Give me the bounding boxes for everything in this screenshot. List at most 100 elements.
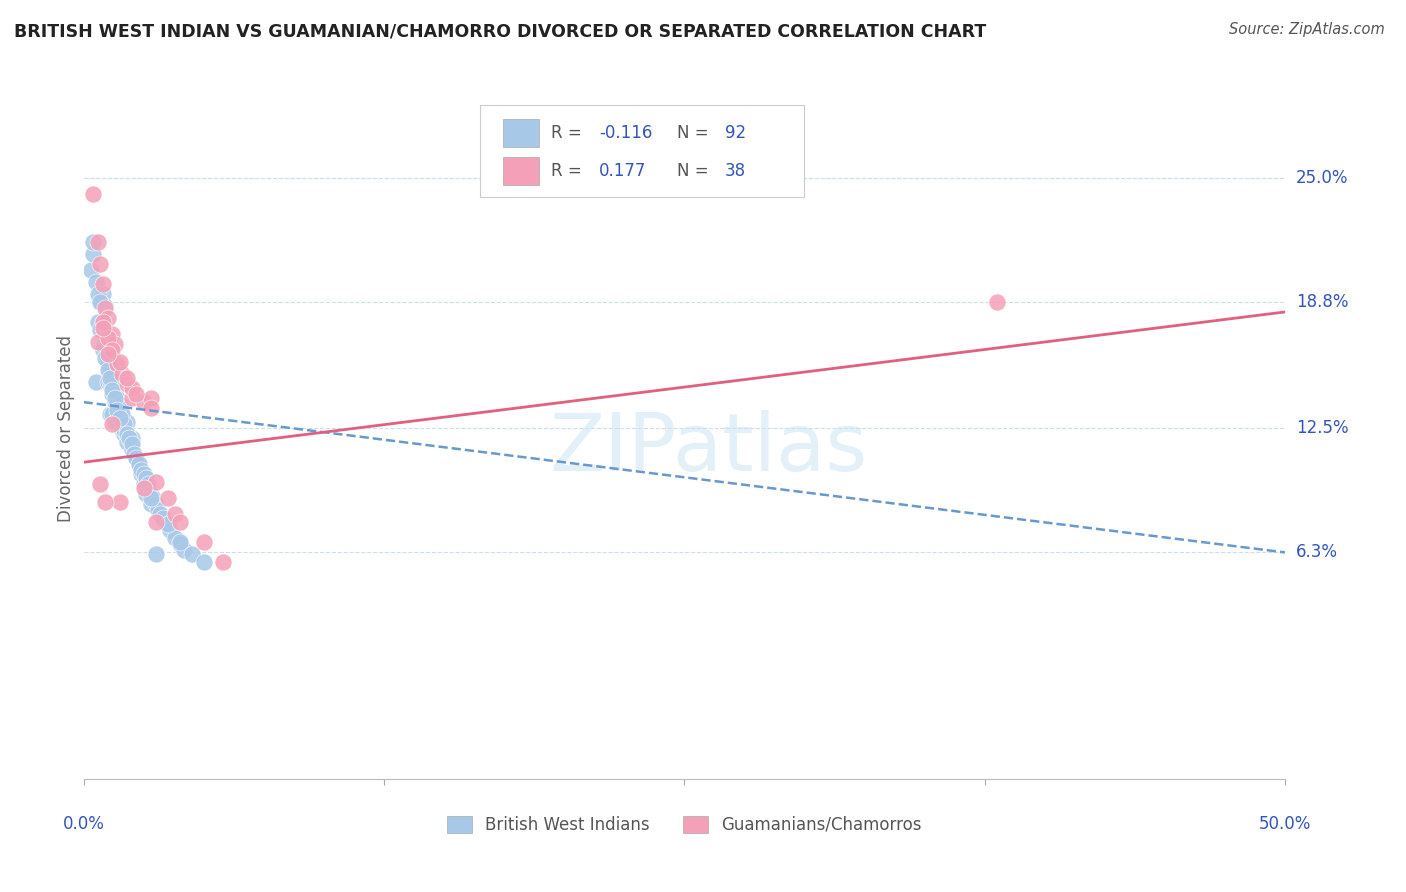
Point (94, 299, 117, 313)
Point (89, 294, 111, 309)
Point (94, 326, 117, 341)
Point (104, 391, 127, 405)
Point (105, 391, 128, 405)
Point (89, 294, 111, 309)
Text: 92: 92 (725, 124, 747, 142)
Point (145, 548, 167, 562)
Point (159, 524, 181, 538)
Point (101, 377, 124, 392)
Point (89, 257, 111, 271)
Point (115, 377, 138, 392)
Point (115, 427, 138, 442)
Point (129, 463, 152, 477)
Point (96, 355, 118, 369)
Text: Source: ZipAtlas.com: Source: ZipAtlas.com (1229, 22, 1385, 37)
Point (82, 186, 104, 201)
Point (111, 411, 134, 425)
Text: R =: R = (551, 124, 586, 142)
FancyBboxPatch shape (479, 105, 804, 197)
Point (96, 363, 118, 377)
Point (104, 337, 127, 351)
Point (98, 375, 121, 389)
Point (112, 417, 135, 432)
Point (91, 286, 114, 301)
Point (91, 315, 114, 329)
Point (108, 411, 131, 425)
Point (87, 334, 110, 349)
Point (101, 326, 124, 341)
Point (139, 391, 162, 405)
Text: 38: 38 (725, 162, 747, 180)
Point (145, 497, 167, 511)
Point (101, 417, 124, 432)
Point (98, 371, 121, 385)
Point (121, 381, 143, 395)
Point (139, 491, 162, 506)
Point (91, 321, 114, 335)
Point (91, 318, 114, 333)
Text: 50.0%: 50.0% (1258, 815, 1312, 833)
Point (135, 471, 157, 485)
Point (128, 457, 150, 471)
Text: ZIPatlas: ZIPatlas (550, 410, 868, 488)
Point (173, 543, 195, 558)
Point (122, 447, 145, 461)
Point (82, 235, 104, 249)
Point (108, 411, 131, 425)
Point (125, 387, 148, 401)
Point (104, 387, 127, 401)
Point (91, 315, 114, 329)
Point (101, 343, 124, 357)
Point (138, 477, 160, 491)
Point (132, 477, 155, 491)
Point (112, 427, 135, 442)
Point (121, 431, 143, 445)
Point (84, 275, 107, 289)
Point (105, 395, 128, 409)
Y-axis label: Divorced or Separated: Divorced or Separated (58, 334, 75, 522)
Point (149, 508, 172, 522)
Point (96, 310, 118, 325)
Point (121, 443, 143, 458)
Point (82, 247, 104, 261)
Point (121, 437, 143, 451)
Point (125, 451, 148, 466)
Point (105, 403, 128, 417)
Point (145, 475, 167, 490)
Text: N =: N = (678, 124, 714, 142)
Point (986, 294, 1008, 309)
Point (152, 511, 174, 525)
Point (156, 517, 179, 532)
Point (139, 497, 162, 511)
Point (163, 532, 186, 546)
Text: 6.3%: 6.3% (1296, 543, 1339, 561)
Point (94, 337, 117, 351)
Text: 0.0%: 0.0% (63, 815, 104, 833)
Point (101, 371, 124, 385)
Point (105, 357, 128, 371)
Point (121, 391, 143, 405)
Text: 25.0%: 25.0% (1296, 169, 1348, 186)
Point (156, 517, 179, 532)
Point (193, 535, 215, 549)
Point (125, 451, 148, 466)
Point (96, 331, 118, 345)
Point (108, 397, 131, 411)
Point (163, 508, 186, 522)
Text: 12.5%: 12.5% (1296, 419, 1348, 437)
Point (80, 263, 103, 277)
Point (212, 556, 235, 570)
Text: N =: N = (678, 162, 714, 180)
Point (169, 516, 191, 530)
Point (135, 487, 157, 501)
Text: 0.177: 0.177 (599, 162, 647, 180)
Point (91, 343, 114, 357)
Point (111, 367, 134, 381)
Point (111, 407, 134, 421)
Point (193, 556, 215, 570)
Point (115, 371, 138, 385)
Point (180, 548, 202, 562)
Point (104, 395, 127, 409)
Point (101, 383, 124, 397)
Point (132, 481, 155, 495)
